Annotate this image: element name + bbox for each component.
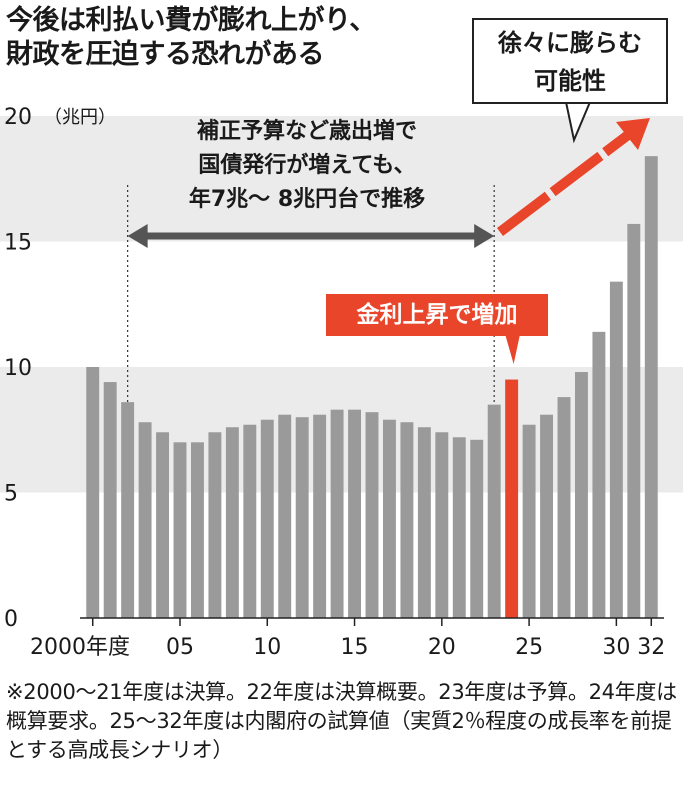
growth-arrow-head (616, 118, 650, 150)
bar-2015 (348, 409, 362, 618)
y-tick-label-15: 15 (4, 231, 32, 256)
bars (80, 156, 664, 619)
y-tick-label-5: 5 (4, 482, 18, 507)
bar-2020 (435, 432, 449, 618)
bar-2014 (330, 409, 344, 618)
bar-2021 (452, 437, 466, 618)
bar-2006 (190, 442, 204, 618)
bar-2013 (313, 414, 327, 618)
y-axis-unit-label: （兆円） (44, 107, 116, 128)
y-axis-ticks: 0 5 10 15 20 (4, 105, 32, 632)
bar-2004 (156, 432, 170, 618)
title-line-1: 今後は利払い費が膨れ上がり、 (6, 5, 376, 36)
range-arrow-right-head (474, 224, 495, 248)
rate-rise-label: 金利上昇で増加 (326, 294, 548, 336)
bar-2008 (225, 427, 239, 618)
rate-rise-pointer (505, 336, 520, 364)
callout-line-2: 可能性 (534, 67, 606, 95)
bar-2012 (295, 417, 309, 618)
y-tick-label-0: 0 (4, 607, 18, 632)
bar-2022 (470, 439, 484, 618)
bar-2011 (278, 414, 292, 618)
chart-title: 今後は利払い費が膨れ上がり、 財政を圧迫する恐れがある (6, 4, 376, 72)
bar-2018 (400, 422, 414, 618)
callout-pointer (565, 101, 591, 144)
x-tick-label-2010: 10 (253, 635, 281, 660)
bar-2023 (487, 404, 501, 618)
bar-2026 (540, 414, 554, 618)
bar-2019 (417, 427, 431, 618)
bar-2031 (627, 223, 641, 618)
footnote: ※2000～21年度は決算。22年度は決算概要。23年度は予算。24年度は概算要… (6, 680, 677, 762)
range-arrow-left-head (127, 224, 148, 248)
annotation-stable-line3: 年7兆～ 8兆円台で推移 (189, 186, 425, 212)
callout-line-1: 徐々に膨らむ (498, 29, 642, 57)
bar-2005 (173, 442, 187, 618)
x-tick-label-2025: 25 (515, 635, 543, 660)
bar-2029 (592, 331, 606, 618)
annotation-stable-line1: 補正予算など歳出増で (196, 118, 417, 144)
bar-2017 (382, 419, 396, 618)
bar-2000 (86, 367, 100, 618)
x-axis-ticks: 2000年度 05 10 15 20 25 30 32 (30, 618, 665, 660)
x-tick-label-2030: 30 (602, 635, 630, 660)
bar-2027 (557, 397, 571, 618)
bar-2016 (365, 412, 379, 618)
growth-arrow-shaft (496, 128, 636, 236)
bar-2009 (243, 424, 257, 618)
bar-2024 (505, 379, 519, 618)
bar-2010 (260, 419, 274, 618)
annotation-stable-line2: 国債発行が増えても、 (198, 152, 415, 178)
x-tick-label-2020: 20 (428, 635, 456, 660)
bar-2001 (103, 382, 117, 618)
bar-2002 (121, 402, 135, 618)
bar-2028 (574, 372, 588, 618)
bar-2007 (208, 432, 222, 618)
x-tick-label-2032: 32 (637, 635, 665, 660)
x-tick-label-2000: 2000年度 (30, 635, 130, 660)
callout-box: 徐々に膨らむ 可能性 (472, 18, 668, 104)
y-tick-label-20: 20 (4, 105, 32, 130)
bar-2032 (644, 156, 658, 618)
x-tick-label-2015: 15 (341, 635, 369, 660)
bar-2025 (522, 424, 536, 618)
bar-2003 (138, 422, 152, 618)
y-tick-label-10: 10 (4, 356, 32, 381)
bar-2030 (609, 281, 623, 618)
x-tick-label-2005: 05 (166, 635, 194, 660)
title-line-2: 財政を圧迫する恐れがある (6, 39, 324, 70)
